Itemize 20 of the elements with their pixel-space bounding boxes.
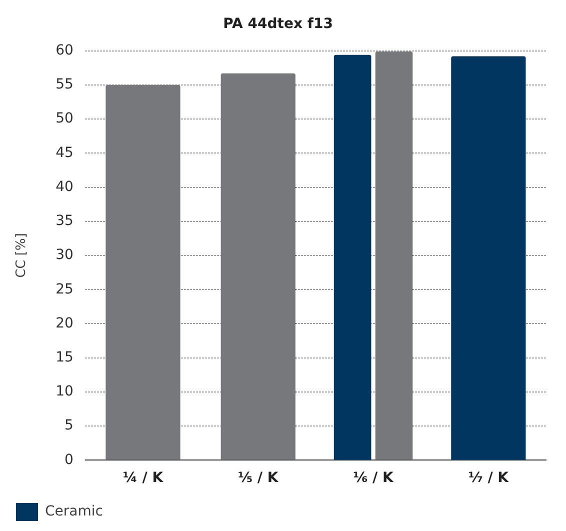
y-tick-label: 5	[64, 418, 74, 434]
y-tick-label: 10	[56, 384, 74, 400]
x-tick-label: ⅕ / K	[238, 470, 280, 486]
x-tick-label: ⅐ / K	[468, 470, 510, 486]
y-tick-label: 40	[56, 178, 74, 195]
chart-title: PA 44dtex f13	[223, 16, 333, 32]
y-tick-label: 25	[56, 281, 74, 298]
x-tick-label: ¼ / K	[122, 470, 164, 486]
y-tick-label: 15	[56, 349, 74, 366]
y-tick-label: 60	[56, 42, 74, 58]
y-tick-label: 20	[56, 315, 74, 332]
y-tick-label: 55	[56, 76, 74, 93]
legend-label: Ceramic	[45, 504, 103, 520]
y-axis-title: CC [%]	[14, 233, 30, 278]
y-tick-label: 35	[56, 213, 74, 230]
x-tick-label: ⅙ / K	[353, 470, 395, 486]
y-tick-label: 30	[56, 247, 74, 264]
y-tick-label: 45	[56, 144, 74, 161]
y-tick-label: 50	[56, 110, 74, 127]
y-tick-label: 0	[64, 452, 74, 468]
